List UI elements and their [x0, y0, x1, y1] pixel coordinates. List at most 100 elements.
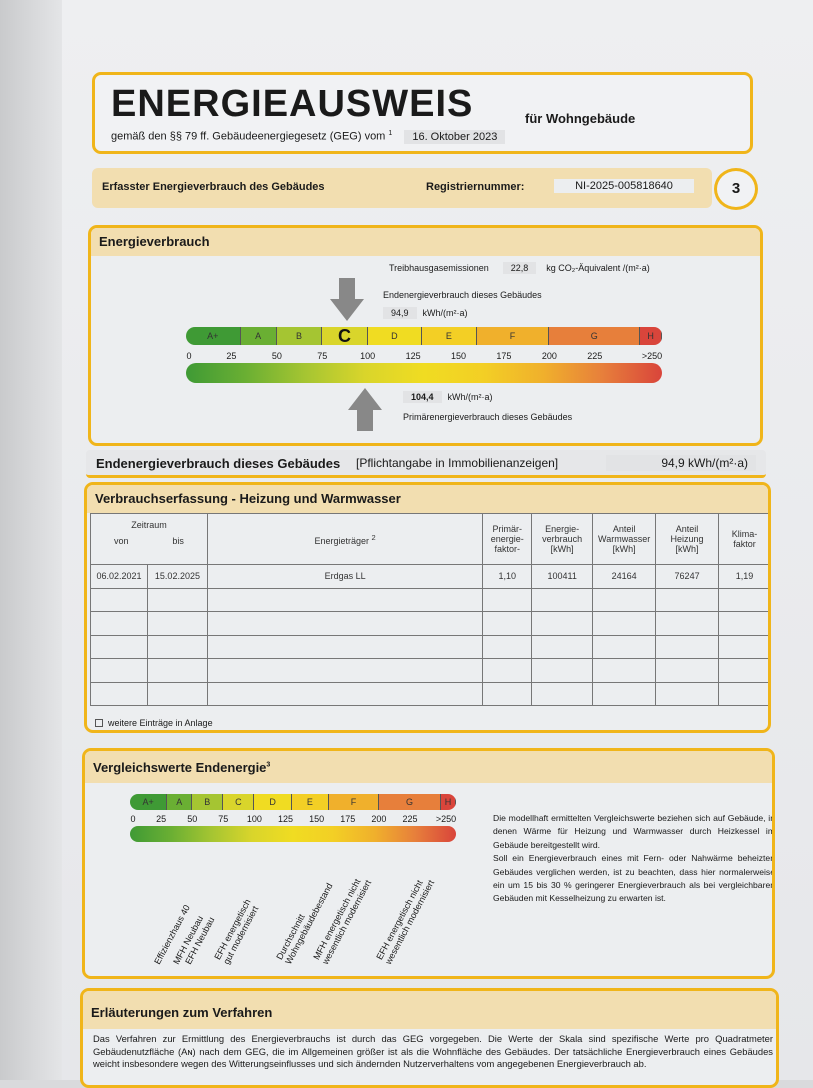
scale-tick: 100 — [360, 351, 376, 361]
table-cell — [592, 681, 657, 706]
consumption-table: Zeitraum von bis Energieträger 2 Primär- e… — [90, 513, 768, 706]
table-cell — [206, 634, 484, 659]
energy-scale: A+ A B C D E F G H 0 25 50 75 100 125 150 175 200 225 >250 — [186, 327, 662, 387]
table-cell — [592, 658, 657, 683]
table-cell — [655, 634, 720, 659]
reference-labels: Effizienzhaus 40 MFH Neubau EFH Neubau EFH … — [130, 846, 456, 966]
section-title: Vergleichswerte Endenergie3 — [85, 751, 772, 783]
law-reference: gemäß den §§ 79 ff. Gebäudeenergiegesetz… — [111, 129, 506, 144]
table-cell: 100411 — [531, 564, 594, 589]
scale-tick: 175 — [496, 351, 512, 361]
table-cell — [655, 658, 720, 683]
more-entries: weitere Einträge in Anlage — [95, 718, 213, 728]
comparison-scale: A+ A B C D E F G H 0 25 50 75 100 125 150 175 200 225 >250 — [130, 794, 456, 844]
section-title: Verbrauchserfassung - Heizung und Warmwa… — [87, 485, 768, 513]
table-cell — [482, 658, 533, 683]
scale-class-B: B — [192, 794, 224, 810]
table-header-row: Zeitraum von bis Energieträger 2 Primär- e… — [90, 513, 768, 565]
scale-class-A: A — [167, 794, 193, 810]
scale-class-F: F — [329, 794, 379, 810]
scale-tick: 225 — [402, 814, 418, 824]
table-cell — [146, 587, 208, 612]
table-cell — [531, 587, 594, 612]
reference-label: EFH energetisch gut modernisiert — [212, 897, 261, 966]
end-energy-line-note: [Pflichtangabe in Immobilienanzeigen] — [356, 456, 559, 470]
scale-gradient — [130, 826, 456, 842]
adjacent-page — [0, 0, 62, 1080]
ghg-row: Treibhausgasemissionen 22,8 kg CO₂-Äquival… — [389, 262, 650, 274]
scale-tick: 200 — [541, 351, 557, 361]
scale-class-H: H — [640, 327, 662, 345]
table-cell — [90, 658, 148, 683]
pef-header: Primär- energie- faktor- — [482, 513, 533, 565]
scale-tick: 200 — [371, 814, 387, 824]
scale-tick: 50 — [271, 351, 282, 361]
to-label: bis — [172, 536, 184, 546]
table-cell — [531, 611, 594, 636]
explanation-text: Das Verfahren zur Ermittlung des Energie… — [93, 1033, 773, 1069]
scale-class-A+: A+ — [186, 327, 241, 345]
table-cell — [718, 634, 768, 659]
table-cell — [592, 634, 657, 659]
table-cell: 1,10 — [482, 564, 533, 589]
scale-tick: 0 — [186, 351, 192, 361]
document-title: ENERGIEAUSWEIS — [111, 83, 474, 125]
table-cell — [531, 681, 594, 706]
scale-class-A: A — [240, 327, 277, 345]
ww-header: Anteil Warmwasser [kWh] — [592, 513, 657, 565]
table-cell — [655, 611, 720, 636]
table-cell: 15.02.2025 — [146, 564, 208, 589]
table-cell — [90, 681, 148, 706]
comparison-section: Vergleichswerte Endenergie3 A+ A B C D E F G H 0 2… — [82, 748, 775, 979]
end-energy-value: 94,9 — [383, 307, 417, 319]
table-cell — [531, 658, 594, 683]
table-cell: 1,19 — [718, 564, 768, 589]
page-number-badge: 3 — [714, 168, 758, 210]
table-cell: 06.02.2021 — [90, 564, 148, 589]
scale-tick: 25 — [226, 351, 237, 361]
table-row — [90, 611, 768, 636]
registration-label: Registriernummer: — [426, 181, 525, 193]
law-date: 16. Oktober 2023 — [404, 129, 506, 144]
more-entries-checkbox[interactable] — [95, 719, 103, 727]
consumption-section: Verbrauchserfassung - Heizung und Warmwa… — [84, 482, 771, 733]
scale-tick: 50 — [187, 814, 198, 824]
scale-band: A+ A B C D E F G H — [130, 794, 456, 810]
footnote: 1 — [388, 130, 393, 137]
section-title: Energieverbrauch — [91, 228, 760, 256]
footnote: 2 — [371, 532, 376, 542]
section-title: Erläuterungen zum Verfahren — [83, 991, 776, 1029]
table-row — [90, 634, 768, 659]
scale-tick: 75 — [218, 814, 229, 824]
more-entries-label: weitere Einträge in Anlage — [108, 718, 213, 728]
footnote: 3 — [266, 761, 271, 769]
table-cell — [206, 658, 484, 683]
scale-class-G: G — [549, 327, 641, 345]
primary-energy-unit: kWh/(m²·a) — [447, 392, 493, 402]
primary-value-row: 104,4 kWh/(m²·a) — [403, 391, 493, 403]
scale-tick: 175 — [340, 814, 356, 824]
table-cell — [482, 681, 533, 706]
primary-energy-value: 104,4 — [403, 391, 442, 403]
from-label: von — [113, 536, 129, 546]
table-cell — [146, 634, 208, 659]
end-energy-value-row: 94,9 kWh/(m²·a) — [383, 307, 468, 319]
comparison-title: Vergleichswerte Endenergie — [93, 760, 267, 775]
scale-tick: 100 — [246, 814, 262, 824]
table-cell — [90, 611, 148, 636]
table-cell — [146, 658, 208, 683]
table-cell — [482, 611, 533, 636]
scale-tick: >250 — [641, 351, 663, 361]
table-cell — [592, 611, 657, 636]
table-cell — [655, 587, 720, 612]
registration-caption: Erfasster Energieverbrauch des Gebäudes — [102, 181, 325, 193]
scale-gradient — [186, 363, 662, 383]
reference-label: EFH energetisch nicht wesentlich moderni… — [373, 878, 436, 966]
scale-tick: 0 — [130, 814, 136, 824]
scale-tick: 150 — [309, 814, 325, 824]
scale-tick: 125 — [278, 814, 294, 824]
scale-tick: 75 — [317, 351, 328, 361]
period-header: Zeitraum von bis — [90, 513, 208, 565]
carrier-label: Energieträger — [314, 535, 370, 546]
table-cell — [592, 587, 657, 612]
